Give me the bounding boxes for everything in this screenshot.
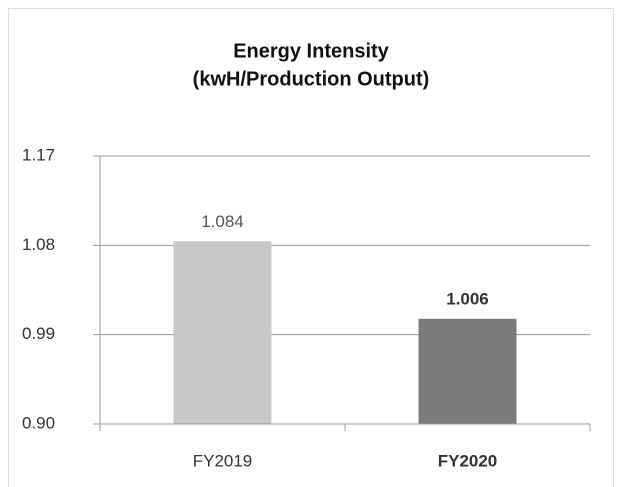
y-tick-label: 1.08	[22, 235, 55, 254]
data-label: 1.006	[446, 289, 489, 308]
data-label: 1.084	[201, 212, 244, 231]
bar	[173, 241, 272, 424]
x-tick-label: FY2019	[193, 451, 253, 470]
bar	[418, 318, 517, 424]
chart-title: Energy Intensity	[233, 40, 389, 62]
chart-title: (kwH/Production Output)	[193, 68, 430, 90]
y-tick-label: 0.90	[22, 413, 55, 432]
x-tick-label: FY2020	[438, 451, 498, 470]
y-tick-label: 1.17	[22, 145, 55, 164]
y-tick-label: 0.99	[22, 324, 55, 343]
